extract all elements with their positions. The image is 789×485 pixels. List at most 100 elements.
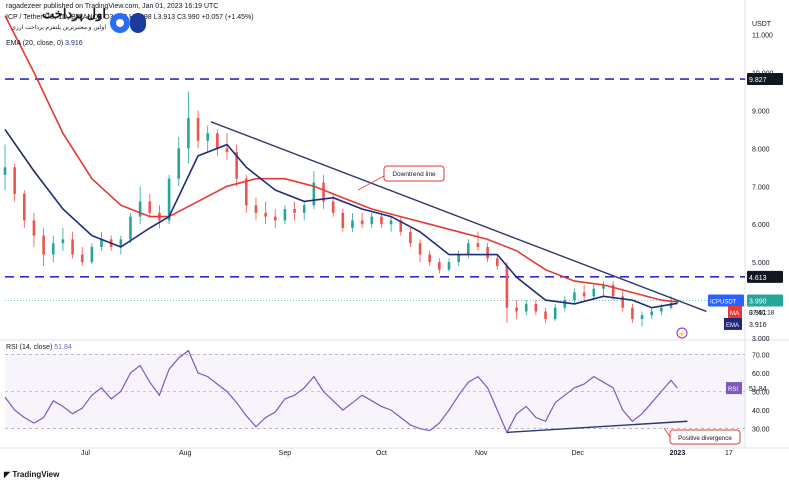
candle-body[interactable]	[486, 246, 489, 259]
symbol-tag	[708, 294, 744, 307]
downtrend-callout-text: Downtrend line	[392, 171, 436, 178]
candle-body[interactable]	[119, 239, 123, 247]
time-axis-label: Aug	[179, 450, 192, 457]
ema-value-text: 3.916	[749, 322, 767, 329]
price-axis-currency: USDT	[752, 21, 772, 28]
level-low-badge	[747, 270, 783, 283]
price-axis-tick: 11.000	[752, 33, 773, 40]
candle-body[interactable]	[399, 220, 403, 232]
level-high-badge	[747, 73, 783, 86]
candle-body[interactable]	[438, 262, 441, 270]
candle-body[interactable]	[582, 292, 586, 297]
rsi-band	[5, 354, 745, 429]
candle-body[interactable]	[177, 148, 181, 179]
downtrend-line[interactable]	[210, 121, 707, 313]
candle-body[interactable]	[71, 239, 74, 255]
candle-body[interactable]	[495, 258, 499, 266]
time-axis-label: Nov	[475, 450, 488, 457]
candle-body[interactable]	[216, 133, 219, 149]
candle-body[interactable]	[312, 182, 316, 206]
candle-body[interactable]	[631, 307, 634, 320]
candle-body[interactable]	[235, 152, 238, 179]
candle-body[interactable]	[611, 284, 615, 297]
candle-body[interactable]	[148, 201, 152, 213]
ma50-line	[4, 15, 678, 303]
candle-body[interactable]	[476, 243, 480, 247]
brand-watermark: اول پرداخت اولین و معتبرترین پلتفرم پردا…	[10, 4, 150, 42]
candle-body[interactable]	[534, 303, 538, 312]
candle-body[interactable]	[515, 307, 518, 312]
event-marker-icon[interactable]	[676, 327, 688, 339]
candle-body[interactable]	[264, 212, 267, 217]
divergence-callout-pointer	[663, 427, 671, 438]
candle-body[interactable]	[660, 307, 663, 312]
candle-body[interactable]	[602, 284, 605, 289]
candle-body[interactable]	[360, 220, 364, 225]
candle-body[interactable]	[302, 205, 306, 213]
candle-body[interactable]	[457, 254, 460, 263]
brand-logo-icon	[110, 13, 146, 33]
time-axis-label: Jul	[81, 450, 90, 457]
candle-body[interactable]	[322, 182, 325, 202]
candle-body[interactable]	[206, 133, 209, 141]
candle-body[interactable]	[409, 231, 412, 244]
candle-body[interactable]	[428, 254, 431, 263]
candle-body[interactable]	[187, 118, 190, 149]
candle-body[interactable]	[129, 216, 132, 240]
candle-body[interactable]	[13, 167, 16, 194]
candle-body[interactable]	[351, 220, 354, 228]
candle-body[interactable]	[505, 265, 509, 308]
candle-body[interactable]	[42, 235, 45, 255]
candle-body[interactable]	[592, 288, 596, 297]
candle-body[interactable]	[254, 205, 258, 213]
candle-body[interactable]	[23, 193, 26, 221]
candle-body[interactable]	[32, 220, 36, 236]
candle-body[interactable]	[3, 167, 7, 175]
candle-body[interactable]	[167, 178, 171, 221]
publisher-info: ragadezeer published on TradingView.com,…	[6, 3, 219, 10]
brand-title: اول پرداخت	[42, 6, 106, 21]
candle-body[interactable]	[380, 216, 383, 225]
candle-body[interactable]	[467, 243, 470, 255]
candle-body[interactable]	[273, 216, 277, 221]
candle-body[interactable]	[51, 243, 55, 255]
divergence-line[interactable]	[506, 420, 688, 434]
candle-body[interactable]	[225, 148, 229, 153]
candle-body[interactable]	[90, 246, 94, 263]
candle-body[interactable]	[331, 201, 335, 213]
candle-body[interactable]	[524, 303, 528, 312]
ema-tag	[724, 317, 742, 330]
candle-body[interactable]	[650, 311, 653, 316]
candle-body[interactable]	[341, 212, 345, 228]
tradingview-logo[interactable]: ◤ TradingView	[4, 470, 60, 479]
candle-body[interactable]	[418, 243, 422, 255]
candle-body[interactable]	[283, 209, 287, 221]
rsi-axis-tick: 60.00	[752, 371, 770, 378]
candle-body[interactable]	[563, 300, 567, 308]
time-axis-label: Sep	[279, 450, 292, 457]
brand-subtitle: اولین و معتبرترین پلتفرم پرداخت ارزی	[11, 25, 106, 31]
downtrend-callout-box	[383, 165, 445, 182]
candle-body[interactable]	[245, 178, 248, 206]
time-axis-label: Dec	[571, 450, 584, 457]
candle-body[interactable]	[544, 311, 547, 320]
candle-body[interactable]	[447, 262, 451, 270]
price-axis-tick: 9.000	[752, 108, 770, 115]
rsi-axis-tick: 70.00	[752, 352, 770, 359]
candle-body[interactable]	[553, 307, 557, 320]
candle-body[interactable]	[196, 118, 200, 141]
candle-body[interactable]	[100, 239, 103, 247]
candle-body[interactable]	[80, 254, 84, 263]
candle-body[interactable]	[293, 209, 296, 213]
candle-body[interactable]	[573, 292, 576, 301]
candle-body[interactable]	[138, 201, 142, 217]
ema20-line	[4, 128, 678, 309]
candle-body[interactable]	[389, 220, 393, 225]
candle-body[interactable]	[640, 315, 644, 320]
candle-body[interactable]	[370, 216, 374, 225]
last-price-badge-text: 3.990	[749, 298, 767, 305]
candle-body[interactable]	[61, 239, 65, 244]
downtrend-callout-pointer	[357, 175, 385, 191]
candle-body[interactable]	[621, 296, 625, 308]
